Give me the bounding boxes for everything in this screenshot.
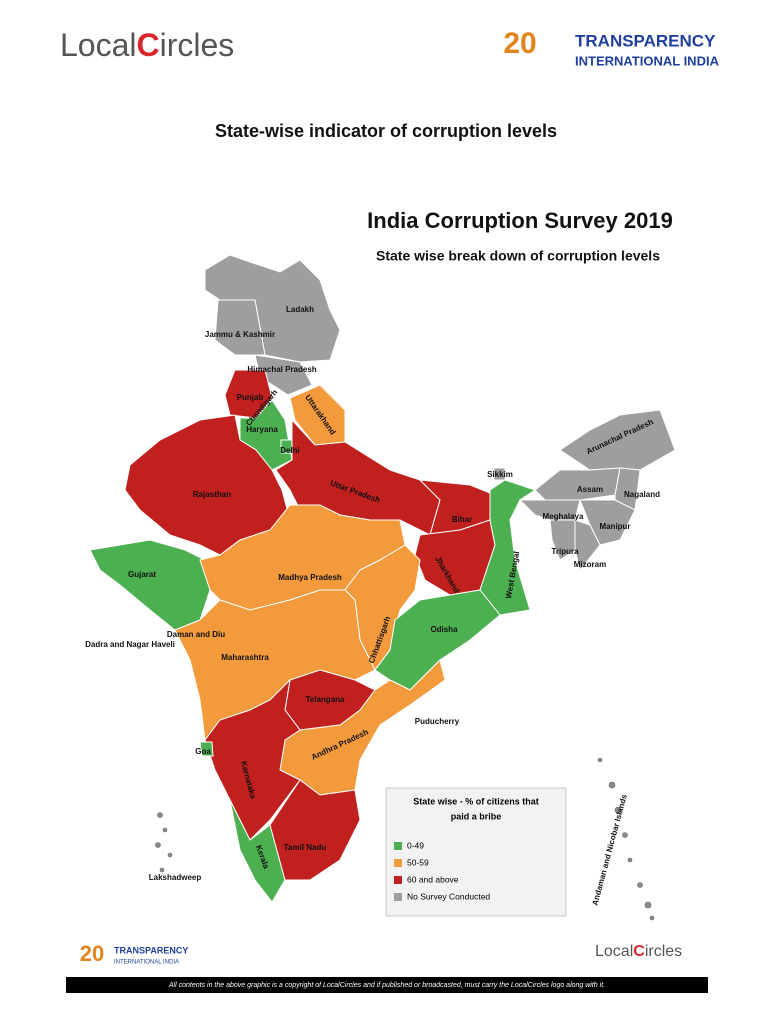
state-label: Puducherry — [415, 717, 460, 726]
state-label: Tripura — [551, 547, 579, 556]
badge: 20 — [503, 27, 536, 60]
state-label: Meghalaya — [543, 512, 584, 521]
map-title: India Corruption Survey 2019 — [367, 208, 673, 233]
island — [159, 867, 165, 873]
footer-bar — [66, 977, 708, 993]
island — [614, 806, 622, 814]
state-shape — [549, 519, 576, 561]
logo-part: C — [633, 943, 645, 960]
state-shape — [89, 539, 211, 631]
state-shape — [199, 741, 214, 757]
logo-part: Local — [60, 27, 137, 63]
legend-title: State wise - % of citizens that — [413, 796, 539, 806]
state-label: Madhya Pradesh — [278, 573, 342, 582]
state-shape — [574, 519, 601, 572]
legend-label: No Survey Conducted — [407, 891, 490, 901]
island — [649, 915, 655, 921]
legend-label: 50-59 — [407, 857, 429, 867]
legend-swatch — [394, 859, 402, 867]
state-label: Haryana — [246, 425, 278, 434]
footer-logo-line: TRANSPARENCY — [114, 945, 188, 955]
logo-left: LocalCircles — [60, 27, 234, 63]
state-label: Daman and Diu — [167, 630, 225, 639]
state-shape — [493, 467, 506, 481]
island — [597, 757, 603, 763]
state-label: Manipur — [599, 522, 630, 531]
legend-label: 0-49 — [407, 840, 424, 850]
legend-swatch — [394, 842, 402, 850]
state-label: Punjab — [237, 393, 264, 402]
legend-box — [385, 787, 567, 917]
page-title: State-wise indicator of corruption level… — [215, 121, 557, 141]
island — [162, 827, 168, 833]
island — [157, 812, 163, 818]
state-label: Assam — [577, 485, 603, 494]
island — [644, 901, 652, 909]
state-label: Sikkim — [487, 470, 513, 479]
state-shape — [229, 799, 286, 903]
island — [167, 852, 173, 858]
legend-label: 60 and above — [407, 874, 459, 884]
logo-part: ircles — [160, 27, 235, 63]
state-shape — [254, 354, 313, 396]
state-label: Nagaland — [624, 490, 660, 499]
copyright: All contents in the above graphic is a c… — [168, 982, 605, 989]
island — [155, 842, 161, 848]
state-label: Goa — [195, 747, 211, 756]
state-label: Maharashtra — [221, 653, 269, 662]
state-label: Telangana — [306, 695, 346, 704]
state-label: Lakshadweep — [149, 873, 202, 882]
state-shape — [214, 299, 266, 356]
state-label: Delhi — [280, 446, 300, 455]
state-shape — [269, 779, 361, 881]
state-label: Ladakh — [286, 305, 314, 314]
logo-part: ircles — [645, 943, 682, 960]
island — [608, 781, 616, 789]
state-label: Bihar — [452, 515, 472, 524]
state-label: Gujarat — [128, 570, 156, 579]
footer-logo-line: INTERNATIONAL INDIA — [114, 960, 179, 966]
map-shapes — [89, 254, 676, 903]
state-label: Rajasthan — [193, 490, 231, 499]
logo-right-line: INTERNATIONAL INDIA — [575, 53, 720, 68]
state-label: Odisha — [430, 625, 458, 634]
legend-swatch — [394, 893, 402, 901]
state-label: Mizoram — [574, 560, 606, 569]
state-label: Jammu & Kashmir — [205, 330, 275, 339]
legend: 0-49 50-59 60 and above No Survey Conducted — [394, 840, 490, 901]
state-label: Tamil Nadu — [284, 843, 327, 852]
logo-right-line: TRANSPARENCY — [575, 31, 716, 50]
legend-swatch — [394, 876, 402, 884]
state-shape — [479, 479, 537, 616]
state-shape — [374, 589, 501, 691]
island — [627, 857, 633, 863]
map-subtitle: State wise break down of corruption leve… — [376, 248, 660, 264]
island — [637, 882, 643, 888]
badge: 20 — [80, 941, 104, 966]
logo-part: C — [137, 27, 160, 63]
islands — [155, 757, 655, 921]
island — [622, 832, 628, 838]
state-label: Himachal Pradesh — [247, 365, 316, 374]
footer-logo-right: LocalCircles — [595, 943, 682, 960]
logo-part: Local — [595, 943, 633, 960]
state-label: Dadra and Nagar Haveli — [85, 640, 175, 649]
legend-title: paid a bribe — [451, 811, 502, 821]
